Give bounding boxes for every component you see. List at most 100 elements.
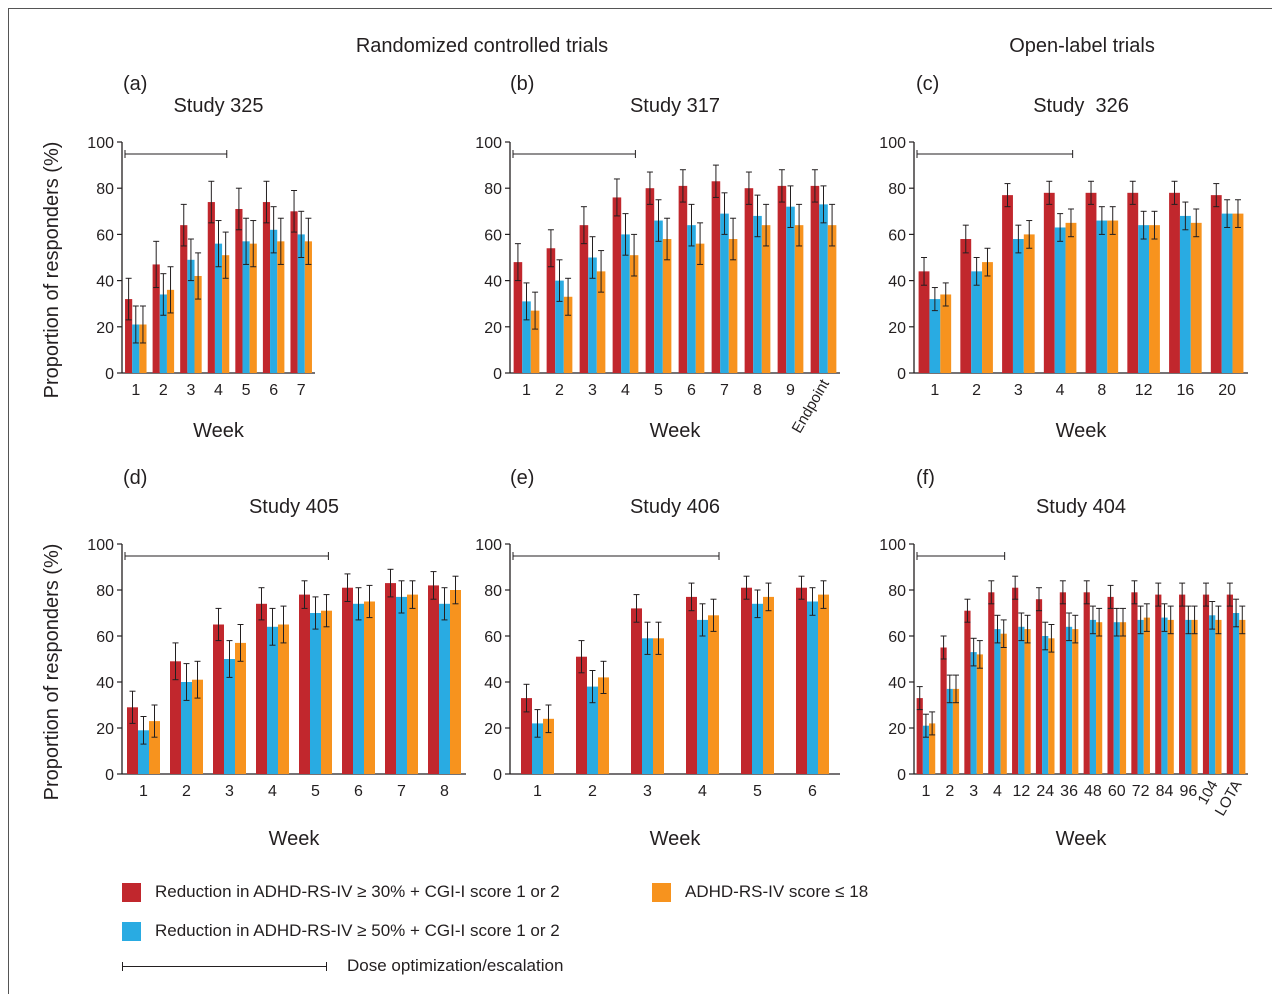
x-tick-label: 7 <box>397 783 406 800</box>
bar-rs18 <box>1239 619 1246 774</box>
bar-r50 <box>752 603 763 774</box>
bar-r50 <box>1065 626 1073 774</box>
x-tick-label: Endpoint <box>789 376 834 437</box>
bar-r30 <box>299 594 310 774</box>
x-tick-label: 7 <box>720 382 729 399</box>
bar-r50 <box>786 206 795 373</box>
y-axis-label: Proportion of responders (%) <box>41 544 63 801</box>
bar-r30 <box>1127 192 1139 373</box>
bar-r50 <box>753 215 762 373</box>
bar-r30 <box>428 585 439 774</box>
bar-rs18 <box>695 243 705 373</box>
y-tick-label: 100 <box>87 135 114 152</box>
bar-r50 <box>242 241 250 373</box>
bar-r50 <box>697 619 708 774</box>
bar-r30 <box>152 264 160 373</box>
bar-rs18 <box>149 721 160 774</box>
bar-r30 <box>579 225 589 373</box>
bar-r50 <box>1113 622 1120 774</box>
x-axis-label: Week <box>193 420 245 442</box>
panel-title: Study 404 <box>1036 496 1126 518</box>
bar-r50 <box>1179 215 1191 373</box>
panel-letter: (c) <box>916 73 939 95</box>
bar-r30 <box>964 610 971 774</box>
bar-r30 <box>546 248 556 373</box>
bar-r30 <box>385 583 396 774</box>
bar-r30 <box>1202 594 1210 774</box>
bar-rs18 <box>982 262 993 373</box>
x-tick-label: 3 <box>588 382 597 399</box>
y-tick-label: 40 <box>96 274 114 291</box>
bar-r30 <box>1131 592 1138 774</box>
bar-r30 <box>1059 592 1066 774</box>
bar-r50 <box>267 626 278 774</box>
figure-frame <box>8 8 1272 994</box>
bar-r50 <box>587 686 598 774</box>
y-tick-label: 60 <box>888 629 906 646</box>
x-axis-label: Week <box>650 420 702 442</box>
x-tick-label: 5 <box>654 382 663 399</box>
x-tick-label: 1 <box>131 382 140 399</box>
y-tick-label: 0 <box>897 366 906 383</box>
bar-rs18 <box>1096 622 1103 774</box>
bar-rs18 <box>1072 629 1079 774</box>
bar-rs18 <box>249 243 257 373</box>
x-axis-label: Week <box>1056 828 1108 850</box>
bar-r50 <box>1232 613 1240 774</box>
bar-r30 <box>686 596 697 774</box>
bar-r30 <box>612 197 622 373</box>
y-tick-label: 0 <box>105 767 114 784</box>
x-tick-label: 2 <box>972 382 981 399</box>
bar-rs18 <box>304 241 312 373</box>
bar-r50 <box>994 629 1001 774</box>
bar-rs18 <box>1107 220 1119 373</box>
bar-r50 <box>929 299 941 373</box>
legend-item-r50: Reduction in ADHD-RS-IV ≥ 50% + CGI-I sc… <box>122 921 560 941</box>
bar-r30 <box>645 188 655 373</box>
bar-rs18 <box>1065 222 1077 373</box>
y-tick-label: 100 <box>475 135 502 152</box>
bar-rs18 <box>530 310 540 373</box>
panel-letter: (e) <box>510 467 534 489</box>
x-tick-label: 6 <box>687 382 696 399</box>
bar-r30 <box>810 185 820 373</box>
bar-r50 <box>807 601 818 774</box>
bar-r30 <box>125 299 133 373</box>
x-tick-label: 4 <box>993 783 1002 800</box>
panel-title: Study 405 <box>249 496 339 518</box>
bar-rs18 <box>166 289 175 373</box>
y-tick-label: 100 <box>879 135 906 152</box>
bar-r30 <box>1179 594 1186 774</box>
bar-r30 <box>127 707 138 774</box>
y-tick-label: 40 <box>888 274 906 291</box>
x-axis-label: Week <box>269 828 321 850</box>
x-tick-label: 4 <box>268 783 277 800</box>
bar-r50 <box>970 652 977 774</box>
bar-rs18 <box>222 255 230 373</box>
bar-r50 <box>819 204 828 373</box>
bar-rs18 <box>1048 638 1055 774</box>
x-tick-label: 5 <box>311 783 320 800</box>
bar-r30 <box>744 188 754 373</box>
panel-title: Study 326 <box>1033 95 1129 117</box>
bar-rs18 <box>596 271 606 373</box>
bar-r50 <box>1221 213 1233 373</box>
legend-swatch-rs18 <box>652 882 671 902</box>
bar-r50 <box>353 603 364 774</box>
x-tick-label: 1 <box>921 783 930 800</box>
bar-r50 <box>687 225 696 373</box>
bar-rs18 <box>543 718 554 774</box>
bar-r50 <box>642 638 653 774</box>
bar-r30 <box>521 698 532 774</box>
x-axis-label: Week <box>1056 420 1108 442</box>
bar-r30 <box>262 202 271 373</box>
legend-item-r30: Reduction in ADHD-RS-IV ≥ 30% + CGI-I sc… <box>122 882 560 902</box>
x-tick-label: 5 <box>753 783 762 800</box>
bar-r30 <box>1210 195 1222 373</box>
y-axis-label: Proportion of responders (%) <box>41 142 63 399</box>
bar-rs18 <box>1190 222 1202 373</box>
bar-r30 <box>631 608 642 774</box>
bar-r30 <box>1226 594 1233 774</box>
bar-r50 <box>181 682 192 774</box>
bar-r50 <box>922 725 930 774</box>
